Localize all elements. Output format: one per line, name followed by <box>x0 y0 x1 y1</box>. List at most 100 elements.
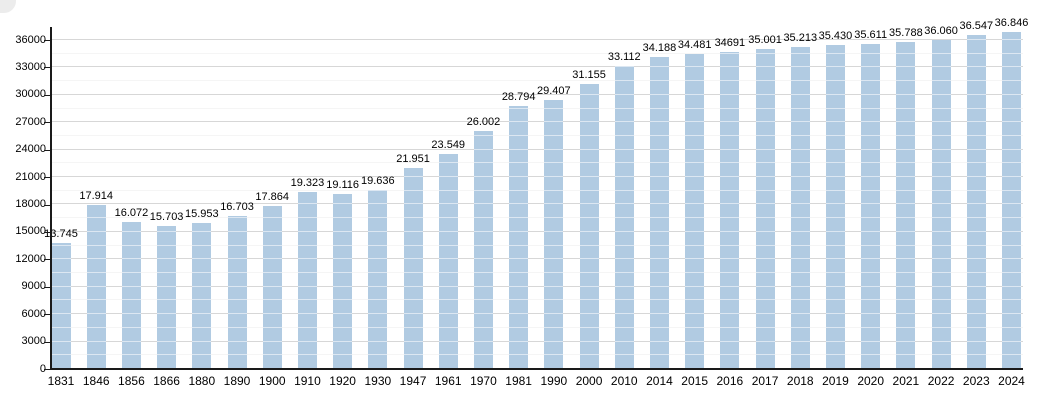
bar-2016 <box>720 52 740 369</box>
y-tick-label: 21000 <box>15 171 46 183</box>
x-tick-label-1831: 1831 <box>47 374 75 388</box>
bar-2019 <box>825 45 845 369</box>
gridline-overlay <box>51 135 1023 136</box>
gridline-overlay <box>51 39 1023 40</box>
value-label-2014: 34.188 <box>642 41 677 54</box>
value-label-1846: 17.914 <box>79 190 114 203</box>
gridline-overlay <box>51 245 1023 246</box>
x-tick-label-1900: 1900 <box>258 374 286 388</box>
y-tick-mark <box>44 95 51 96</box>
y-tick-label: 3000 <box>21 335 46 347</box>
bar-1900 <box>262 205 282 369</box>
bar-1930 <box>368 189 388 369</box>
y-tick-mark <box>44 177 51 178</box>
x-tick-label-1961: 1961 <box>434 374 462 388</box>
bar-1947 <box>403 168 423 369</box>
gridline-overlay <box>51 121 1023 122</box>
y-tick-mark <box>44 205 51 206</box>
gridline-overlay <box>51 190 1023 191</box>
x-tick-label-2024: 2024 <box>998 374 1025 388</box>
value-label-1920: 19.116 <box>326 179 360 192</box>
value-label-1970: 26.002 <box>466 116 501 129</box>
bar-2014 <box>649 56 669 369</box>
y-tick-label: 12000 <box>15 253 46 265</box>
gridline-overlay <box>51 53 1023 54</box>
x-tick-label-2020: 2020 <box>857 374 885 388</box>
bar-2018 <box>790 47 810 369</box>
value-label-2017: 35.001 <box>748 34 782 47</box>
y-tick-label: 18000 <box>15 198 46 210</box>
gridline-overlay <box>51 341 1023 342</box>
plot-area: 13.745 17.914 16.072 15.703 15.953 16.703 17.8… <box>44 17 1028 369</box>
value-label-1880: 15.953 <box>184 208 219 221</box>
x-tick-label-2017: 2017 <box>751 374 779 388</box>
bar-1910 <box>297 192 317 369</box>
x-tick-label-2014: 2014 <box>646 374 673 388</box>
gridline-overlay <box>51 149 1023 150</box>
x-tick-label-1990: 1990 <box>540 374 568 388</box>
value-label-2024: 36.846 <box>994 17 1029 30</box>
x-tick-label-1890: 1890 <box>223 374 251 388</box>
x-tick-label-1846: 1846 <box>82 374 110 388</box>
value-label-1981: 28.794 <box>501 90 536 103</box>
x-tick-label-2022: 2022 <box>927 374 955 388</box>
bar-2020 <box>861 43 881 369</box>
gridline-overlay <box>51 66 1023 67</box>
value-label-2021: 35.788 <box>889 26 923 39</box>
gridline-overlay <box>51 217 1023 218</box>
y-tick-label: 27000 <box>15 116 46 128</box>
value-label-1961: 23.549 <box>431 138 466 151</box>
x-axis-line <box>50 368 1023 370</box>
x-tick-label-1947: 1947 <box>399 374 427 388</box>
value-label-1990: 29.407 <box>537 85 571 98</box>
bar-1866 <box>157 225 177 369</box>
value-label-2020: 35.611 <box>854 28 888 41</box>
y-tick-label: 9000 <box>21 280 46 292</box>
y-tick-mark <box>44 232 51 233</box>
value-label-2018: 35.213 <box>783 32 818 45</box>
bar-1846 <box>86 205 106 369</box>
x-tick-label-1880: 1880 <box>188 374 216 388</box>
x-tick-label-2023: 2023 <box>962 374 990 388</box>
gridline-overlay <box>51 299 1023 300</box>
x-tick-label-2019: 2019 <box>822 374 849 388</box>
gridline-overlay <box>51 108 1023 109</box>
value-label-2010: 33.112 <box>607 51 641 64</box>
value-label-1856: 16.072 <box>114 207 149 220</box>
gridline-overlay <box>51 162 1023 163</box>
gridline-overlay <box>51 203 1023 204</box>
y-axis-line <box>50 27 52 370</box>
value-label-1900: 17.864 <box>255 190 290 203</box>
y-tick-label: 15000 <box>15 225 46 237</box>
y-tick-mark <box>44 67 51 68</box>
x-tick-label-2000: 2000 <box>575 374 603 388</box>
gridline-overlay <box>51 286 1023 287</box>
x-tick-label-2016: 2016 <box>716 374 744 388</box>
bar-1890 <box>227 216 247 369</box>
gridline-overlay <box>51 176 1023 177</box>
bar-2023 <box>966 35 986 369</box>
value-label-2019: 35.430 <box>818 30 853 43</box>
value-label-1831: 13.745 <box>44 228 78 241</box>
y-tick-label: 6000 <box>21 308 46 320</box>
x-tick-label-1910: 1910 <box>294 374 321 388</box>
bar-2017 <box>755 49 775 369</box>
gridline-overlay <box>51 354 1023 355</box>
y-tick-label: 36000 <box>15 34 46 46</box>
y-tick-mark <box>44 122 51 123</box>
value-label-1947: 21.951 <box>396 153 430 166</box>
y-tick-label: 0 <box>39 363 46 375</box>
gridline-overlay <box>51 313 1023 314</box>
y-tick-label: 30000 <box>15 88 46 100</box>
x-tick-label-1866: 1866 <box>153 374 180 388</box>
value-label-1910: 19.323 <box>290 177 325 190</box>
x-tick-label-1970: 1970 <box>470 374 497 388</box>
y-tick-label: 33000 <box>15 61 46 73</box>
gridline-overlay <box>51 80 1023 81</box>
value-label-2015: 34.481 <box>677 38 712 51</box>
corner-artifact <box>0 0 16 13</box>
gridline-overlay-layer <box>51 28 1023 369</box>
y-tick-label: 24000 <box>15 143 46 155</box>
y-tick-mark <box>44 287 51 288</box>
x-tick-label-1930: 1930 <box>364 374 392 388</box>
